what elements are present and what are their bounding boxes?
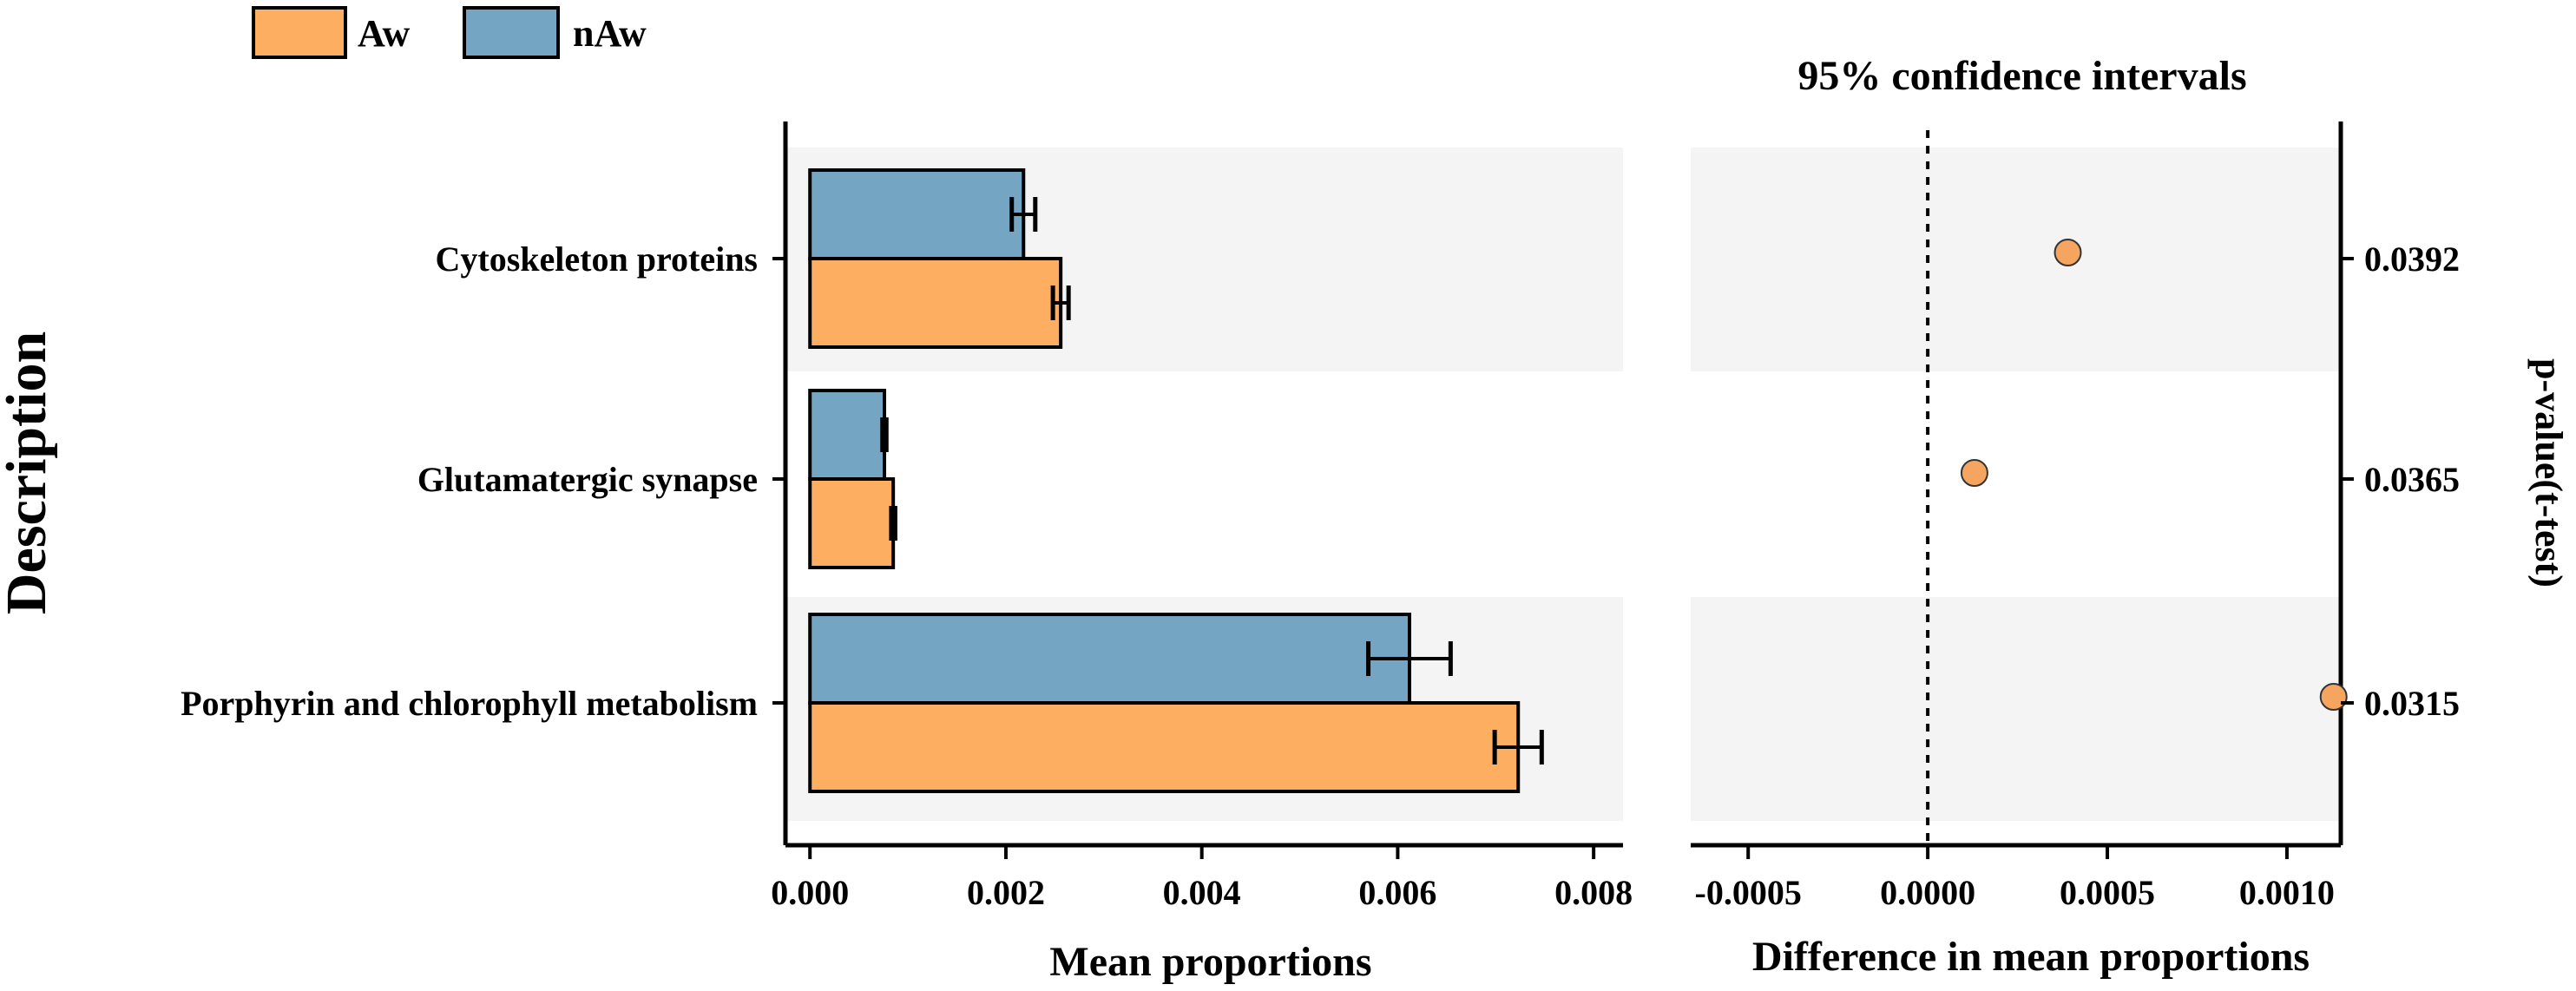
bar-naw bbox=[808, 389, 886, 481]
legend-label-aw: Aw bbox=[358, 12, 411, 55]
category-label: Glutamatergic synapse bbox=[417, 460, 758, 499]
left-x-tick-label: 0.008 bbox=[1554, 873, 1633, 912]
p-value-label: 0.0315 bbox=[2364, 684, 2460, 723]
p-value-label: 0.0365 bbox=[2364, 460, 2460, 499]
legend-swatch-aw bbox=[252, 6, 347, 59]
chart-marks: 0.000 0.002 0.004 0.006 0.008 -0.0005 0.0000 0.… bbox=[181, 121, 2460, 912]
left-x-tick-label: 0.002 bbox=[967, 873, 1045, 912]
difference-point bbox=[2319, 683, 2348, 711]
legend-swatch-naw bbox=[463, 6, 560, 59]
legend: Aw nAw bbox=[252, 6, 647, 59]
right-x-tick-label: 0.0005 bbox=[2060, 873, 2155, 912]
bar-naw bbox=[808, 613, 1411, 705]
difference-point bbox=[2054, 239, 2082, 266]
bar-aw bbox=[808, 257, 1063, 349]
bar-naw bbox=[808, 168, 1026, 260]
right-x-tick-label: 0.0010 bbox=[2239, 873, 2335, 912]
right-x-axis-title: Difference in mean proportions bbox=[1752, 934, 2310, 980]
left-x-tick-label: 0.004 bbox=[1163, 873, 1241, 912]
left-x-tick-label: 0.006 bbox=[1358, 873, 1436, 912]
p-value-label: 0.0392 bbox=[2364, 240, 2460, 279]
p-value-axis-title: p-value(t-test) bbox=[2527, 358, 2570, 587]
left-x-axis-title: Mean proportions bbox=[1049, 939, 1371, 985]
category-label: Cytoskeleton proteins bbox=[436, 240, 758, 279]
right-row-band bbox=[1691, 148, 2341, 371]
right-row-band bbox=[1691, 597, 2341, 821]
left-x-tick-label: 0.000 bbox=[771, 873, 849, 912]
legend-label-naw: nAw bbox=[573, 12, 647, 55]
bar-aw bbox=[808, 477, 896, 569]
right-x-tick-label: -0.0005 bbox=[1695, 873, 1802, 912]
y-axis-title: Description bbox=[0, 331, 58, 614]
category-label: Porphyrin and chlorophyll metabolism bbox=[181, 684, 758, 723]
bar-aw bbox=[808, 701, 1521, 793]
right-x-tick-label: 0.0000 bbox=[1880, 873, 1975, 912]
ci-panel-title: 95% confidence intervals bbox=[1797, 53, 2246, 99]
difference-point bbox=[1960, 459, 1988, 487]
